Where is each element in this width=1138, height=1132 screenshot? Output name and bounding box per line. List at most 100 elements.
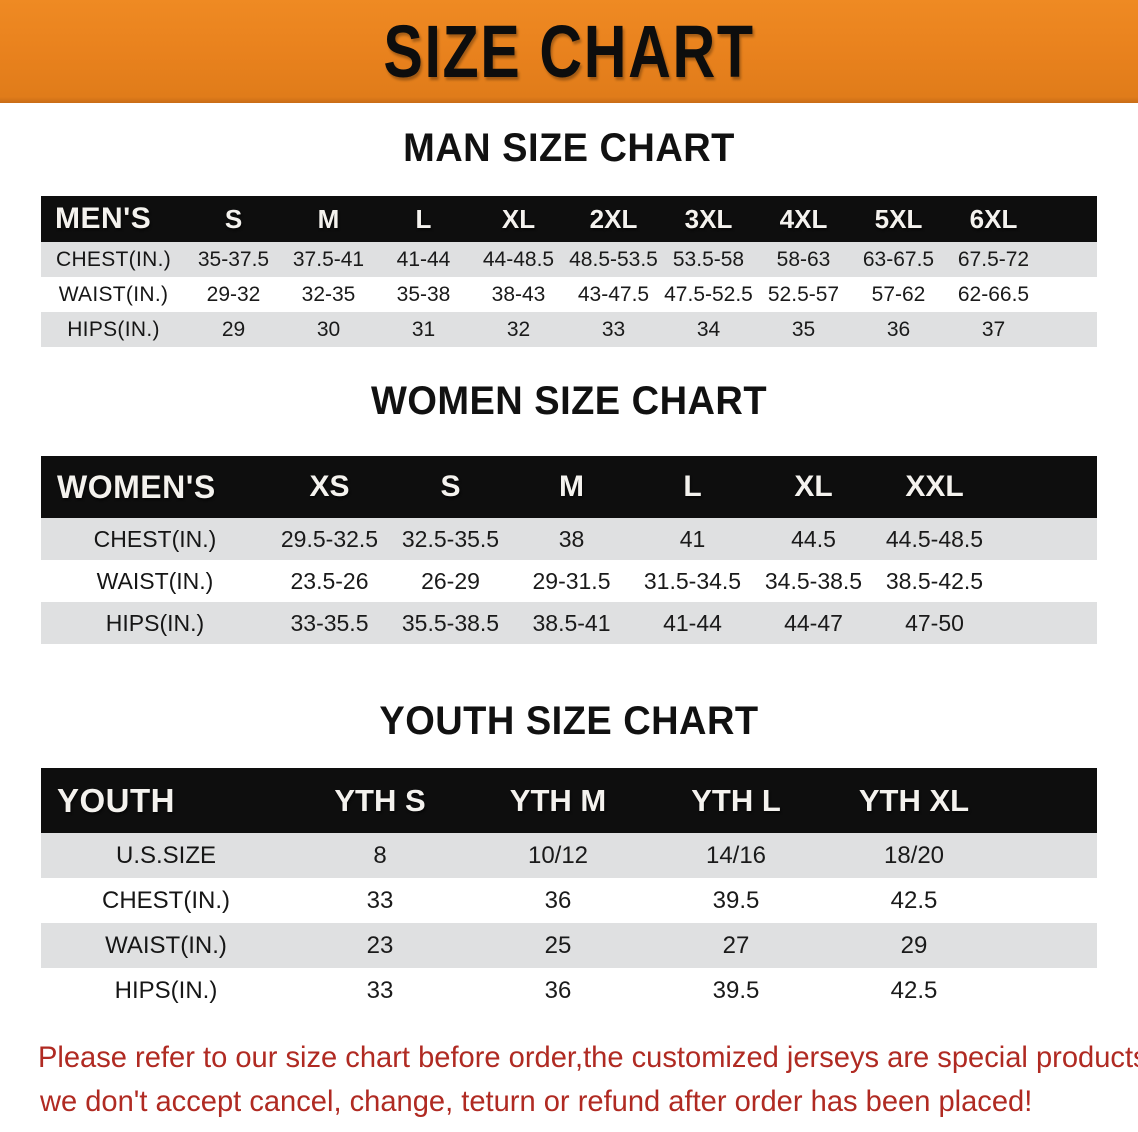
measurement-cell: 62-66.5	[957, 282, 1030, 306]
table-row: WAIST(IN.) 23 25 27 29	[41, 923, 1097, 968]
row-filler	[995, 518, 1097, 560]
measurement-cell: 35-38	[396, 282, 451, 306]
women-header-filler	[995, 456, 1097, 518]
measurement-cell: 39.5	[712, 886, 760, 914]
measurement-cell: 52.5-57	[767, 282, 840, 306]
women-table-corner-label: WOMEN'S	[57, 468, 216, 505]
men-size-table: MEN'S S M L XL 2XL 3XL 4XL 5XL 6XL CHEST(IN.) 35-37…	[41, 196, 1097, 347]
men-column-header-6: 3XL	[684, 203, 733, 234]
row-filler	[1041, 242, 1097, 277]
measurement-cell: 37	[981, 317, 1006, 341]
measurement-cell: 34.5-38.5	[764, 567, 863, 594]
women-column-header-2: S	[440, 470, 461, 503]
row-filler	[1003, 968, 1097, 1013]
measurement-cell: 32	[506, 317, 531, 341]
table-row: WAIST(IN.) 29-32 32-35 35-38 38-43 43-47.5 47.…	[41, 277, 1097, 312]
disclaimer-line-2: we don't accept cancel, change, teturn o…	[39, 1085, 1033, 1118]
measurement-cell: 23	[366, 931, 394, 959]
men-column-header-9: 6XL	[969, 203, 1018, 234]
measurement-cell: 33	[366, 886, 394, 914]
measurement-cell: 53.5-58	[672, 247, 745, 271]
measurement-cell: 36	[544, 976, 572, 1004]
men-row-label-2: WAIST(IN.)	[58, 282, 169, 306]
measurement-cell: 32-35	[301, 282, 356, 306]
measurement-cell: 47-50	[905, 609, 964, 636]
measurement-cell: 29	[221, 317, 246, 341]
measurement-cell: 38-43	[491, 282, 546, 306]
youth-table-header-row: YOUTH YTH S YTH M YTH L YTH XL	[41, 768, 1097, 833]
youth-header-filler	[1003, 768, 1097, 833]
women-size-table: WOMEN'S XS S M L XL XXL CHEST(IN.) 29.5-32.5 32.5…	[41, 456, 1097, 644]
men-table-header-row: MEN'S S M L XL 2XL 3XL 4XL 5XL 6XL	[41, 196, 1097, 242]
row-filler	[1003, 878, 1097, 923]
measurement-cell: 38.5-41	[532, 609, 611, 636]
measurement-cell: 31	[411, 317, 436, 341]
table-row: HIPS(IN.) 33 36 39.5 42.5	[41, 968, 1097, 1013]
table-row: HIPS(IN.) 33-35.5 35.5-38.5 38.5-41 41-44 44-…	[41, 602, 1097, 644]
measurement-cell: 58-63	[776, 247, 831, 271]
women-row-label-3: HIPS(IN.)	[105, 609, 205, 636]
measurement-cell: 29.5-32.5	[280, 525, 379, 552]
youth-column-header-4: YTH XL	[858, 782, 970, 818]
measurement-cell: 35.5-38.5	[401, 609, 500, 636]
table-row: HIPS(IN.) 29 30 31 32 33 34 35 36 37	[41, 312, 1097, 347]
men-column-header-7: 4XL	[779, 203, 828, 234]
women-column-header-5: XL	[794, 470, 833, 503]
men-row-label-3: HIPS(IN.)	[67, 317, 160, 341]
row-filler	[995, 560, 1097, 602]
men-table-corner-label: MEN'S	[55, 202, 152, 235]
youth-column-header-1: YTH S	[334, 782, 426, 818]
youth-column-header-2: YTH M	[509, 782, 607, 818]
table-row: CHEST(IN.) 35-37.5 37.5-41 41-44 44-48.5 48.5…	[41, 242, 1097, 277]
measurement-cell: 38.5-42.5	[885, 567, 984, 594]
measurement-cell: 41-44	[396, 247, 451, 271]
youth-row-label-4: HIPS(IN.)	[114, 976, 218, 1004]
measurement-cell: 38	[558, 525, 585, 552]
row-filler	[1003, 833, 1097, 878]
measurement-cell: 41-44	[663, 609, 722, 636]
measurement-cell: 25	[544, 931, 572, 959]
measurement-cell: 37.5-41	[292, 247, 365, 271]
measurement-cell: 39.5	[712, 976, 760, 1004]
banner-title: SIZE CHART	[383, 9, 755, 93]
measurement-cell: 8	[373, 841, 387, 869]
youth-size-table: YOUTH YTH S YTH M YTH L YTH XL U.S.SIZE 8 10/12…	[41, 768, 1097, 1013]
measurement-cell: 23.5-26	[290, 567, 369, 594]
measurement-cell: 33	[601, 317, 626, 341]
measurement-cell: 27	[722, 931, 750, 959]
measurement-cell: 33	[366, 976, 394, 1004]
measurement-cell: 35-37.5	[197, 247, 270, 271]
men-column-header-4: XL	[501, 203, 536, 234]
men-column-header-8: 5XL	[874, 203, 923, 234]
section-title-man: MAN SIZE CHART	[403, 126, 735, 170]
youth-column-header-3: YTH L	[691, 782, 781, 818]
women-row-label-2: WAIST(IN.)	[96, 567, 214, 594]
measurement-cell: 18/20	[883, 841, 945, 869]
measurement-cell: 36	[886, 317, 911, 341]
women-table-header-row: WOMEN'S XS S M L XL XXL	[41, 456, 1097, 518]
men-column-header-3: L	[415, 203, 432, 234]
measurement-cell: 29-31.5	[532, 567, 611, 594]
measurement-cell: 30	[316, 317, 341, 341]
youth-row-label-1: U.S.SIZE	[115, 841, 217, 869]
row-filler	[995, 602, 1097, 644]
measurement-cell: 44-47	[784, 609, 843, 636]
women-column-header-4: L	[683, 470, 702, 503]
measurement-cell: 35	[791, 317, 816, 341]
table-row: U.S.SIZE 8 10/12 14/16 18/20	[41, 833, 1097, 878]
table-row: CHEST(IN.) 33 36 39.5 42.5	[41, 878, 1097, 923]
women-row-label-1: CHEST(IN.)	[93, 525, 217, 552]
measurement-cell: 29-32	[206, 282, 261, 306]
section-title-youth: YOUTH SIZE CHART	[379, 699, 759, 743]
men-column-header-2: M	[317, 203, 340, 234]
measurement-cell: 32.5-35.5	[401, 525, 500, 552]
measurement-cell: 42.5	[890, 886, 938, 914]
youth-row-label-3: WAIST(IN.)	[105, 931, 227, 959]
measurement-cell: 47.5-52.5	[664, 282, 753, 306]
row-filler	[1041, 312, 1097, 347]
section-title-women: WOMEN SIZE CHART	[370, 379, 768, 423]
disclaimer-line-1: Please refer to our size chart before or…	[38, 1041, 1138, 1074]
women-column-header-3: M	[559, 470, 584, 503]
order-policy-disclaimer: Please refer to our size chart before or…	[38, 1036, 1138, 1124]
